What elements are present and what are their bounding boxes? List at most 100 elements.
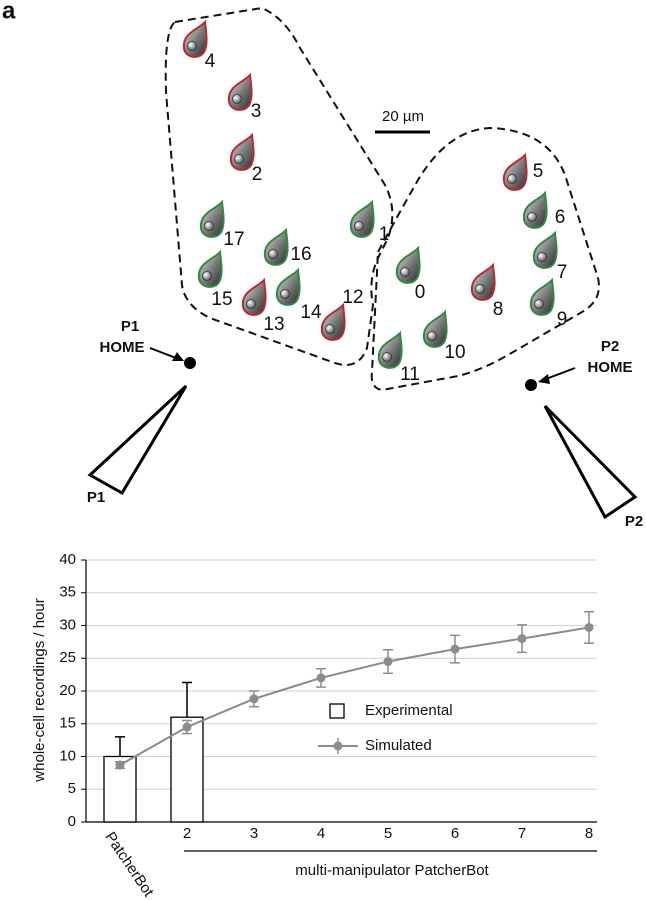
cell-label: 12: [342, 287, 363, 308]
cell: [227, 72, 253, 111]
cell-label: 2: [252, 164, 263, 185]
y-axis-label: whole-cell recordings / hour: [31, 598, 48, 782]
cell-label: 3: [251, 101, 262, 122]
cell-label: 6: [555, 207, 566, 228]
cell-label: 5: [533, 161, 544, 182]
cell-nucleus: [325, 324, 335, 334]
cell-nucleus: [475, 284, 485, 294]
cell-label: 17: [223, 229, 244, 250]
cell: [241, 277, 267, 316]
cell: [377, 330, 403, 369]
cell-nucleus: [507, 174, 517, 184]
arrow-head: [172, 352, 184, 361]
cell-nucleus: [534, 299, 544, 309]
x-tick-label: 3: [250, 825, 258, 842]
scale-bar-label: 20 µm: [382, 108, 424, 125]
cell-nucleus: [400, 267, 410, 277]
y-tick-label: 20: [59, 682, 76, 699]
p1-region: [164, 6, 394, 366]
x-tick-label: 2: [183, 825, 191, 842]
y-tick-label: 30: [59, 616, 76, 633]
cell: [532, 230, 558, 269]
cell-body: [470, 262, 496, 301]
cell-body: [229, 132, 255, 171]
cell-body: [320, 302, 346, 341]
cell-label: 9: [557, 309, 568, 330]
cell-label: 0: [415, 282, 426, 303]
cell: [522, 190, 548, 229]
p2-pipette-label: P2: [625, 513, 643, 530]
legend-swatch: [329, 703, 345, 719]
cell-body: [182, 19, 208, 58]
cell-nucleus: [354, 221, 364, 231]
p2-home-label: HOME: [588, 359, 633, 376]
cell-body: [263, 227, 289, 266]
panel-label: a: [2, 0, 16, 24]
cell-body: [349, 199, 375, 238]
legend-label: Experimental: [365, 702, 453, 719]
p1-home-label: HOME: [100, 339, 145, 356]
x-tick-label: 7: [518, 825, 526, 842]
cell-label: 7: [557, 262, 568, 283]
y-tick-label: 10: [59, 747, 76, 764]
y-tick-label: 35: [59, 584, 76, 601]
cell-body: [199, 199, 225, 238]
cell-body: [395, 245, 421, 284]
cell-body: [377, 330, 403, 369]
arrow: [149, 347, 177, 359]
cell-nucleus: [280, 289, 290, 299]
cell-label: 14: [300, 302, 322, 323]
group-label: multi-manipulator PatcherBot: [295, 862, 489, 879]
y-tick-label: 0: [68, 813, 76, 830]
cell-nucleus: [232, 94, 242, 104]
cell: [199, 199, 225, 238]
cell-label: 10: [444, 342, 465, 363]
arrow-head: [538, 374, 550, 384]
cell-body: [422, 309, 448, 348]
p2-region: [370, 126, 600, 392]
cell-nucleus: [246, 299, 256, 309]
p2-home-label: P2: [601, 338, 619, 355]
point: [517, 634, 527, 644]
cell-nucleus: [268, 249, 278, 259]
y-tick-label: 40: [59, 551, 76, 568]
x-tick-label: PatcherBot: [101, 829, 157, 900]
p1-pipette-label: P1: [87, 489, 105, 506]
cell: [349, 199, 375, 238]
cell-nucleus: [187, 41, 197, 51]
p1-pipette: [87, 384, 188, 496]
y-tick-label: 25: [59, 649, 76, 666]
point: [383, 657, 393, 667]
cell-label: 13: [263, 314, 284, 335]
cell: [422, 309, 448, 348]
p1-home: [184, 357, 196, 369]
cell-label: 8: [493, 299, 504, 320]
bar: [170, 716, 204, 823]
cell: [320, 302, 346, 341]
cell-body: [197, 249, 223, 288]
cell: [229, 132, 255, 171]
point: [115, 760, 125, 770]
cell-body: [502, 152, 528, 191]
cell-nucleus: [204, 221, 214, 231]
cell-body: [522, 190, 548, 229]
p2-pipette: [543, 404, 638, 520]
cell-body: [529, 277, 555, 316]
cell: [529, 277, 555, 316]
cell-label: 11: [400, 364, 420, 385]
p1-home-label: P1: [121, 318, 139, 335]
cell: [470, 262, 496, 301]
cell: [275, 267, 301, 306]
cell-nucleus: [234, 154, 244, 164]
cell: [395, 245, 421, 284]
y-tick-label: 15: [59, 715, 76, 732]
legend-label: Simulated: [365, 737, 432, 754]
cell: [502, 152, 528, 191]
cell: [263, 227, 289, 266]
point: [316, 673, 326, 683]
cell-body: [227, 72, 253, 111]
